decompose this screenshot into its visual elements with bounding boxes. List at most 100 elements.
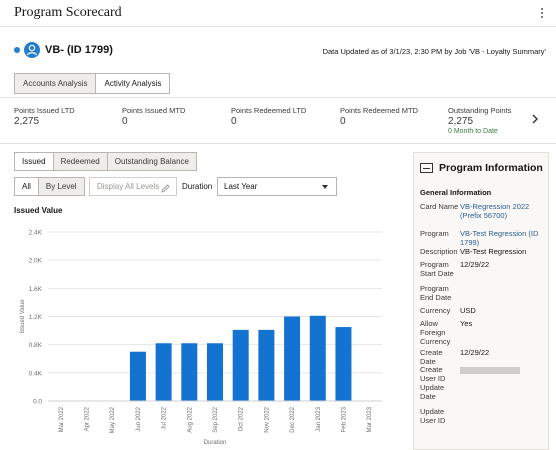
info-card-icon (420, 163, 433, 173)
metrics-strip: Points Issued LTD 2,275 Points Issued MT… (14, 106, 554, 136)
x-axis-label: Duration (204, 440, 227, 446)
metric-value: 0 (231, 116, 237, 127)
info-value: 12/29/22 (460, 260, 490, 269)
measure-segmented-control: Issued Redeemed Outstanding Balance (14, 152, 197, 171)
info-value: VB-Test Regression (460, 247, 527, 256)
segment-outstanding-balance[interactable]: Outstanding Balance (107, 152, 197, 171)
segment-all[interactable]: All (14, 177, 39, 196)
bar (232, 329, 249, 401)
metric-value: 0 (122, 116, 128, 127)
page-title: Program Scorecard (14, 5, 122, 20)
bar (207, 343, 223, 401)
title-bar: Program Scorecard (0, 0, 556, 27)
metric-label: Points Redeemed MTD (340, 106, 418, 115)
x-tick-label: Oct 2022 (239, 406, 245, 431)
y-tick-label: 0.0 (33, 399, 42, 406)
info-value[interactable]: VB-Regression 2022 (Prefix 56700) (460, 202, 530, 220)
more-options-icon[interactable] (538, 6, 546, 20)
x-tick-label: Feb 2023 (341, 406, 347, 432)
display-all-levels-field[interactable]: Display All Levels (89, 177, 177, 196)
metric-points-issued-mtd: Points Issued MTD 0 (122, 106, 222, 127)
segment-issued[interactable]: Issued (14, 152, 54, 171)
info-value: USD (460, 306, 476, 315)
metric-value: 2,275 (448, 116, 474, 127)
metric-label: Points Issued MTD (122, 106, 186, 115)
y-tick-label: 2.4K (29, 230, 43, 237)
x-tick-label: Mar 2023 (367, 406, 373, 432)
segment-redeemed[interactable]: Redeemed (53, 152, 108, 171)
metric-value: 0 (340, 116, 346, 127)
divider (0, 143, 556, 144)
chart-title: Issued Value (14, 206, 63, 215)
metric-points-redeemed-mtd: Points Redeemed MTD 0 (340, 106, 440, 127)
y-tick-label: 0.8K (29, 342, 43, 349)
bar (284, 316, 301, 401)
info-key: Update User ID (420, 407, 446, 425)
info-value[interactable]: VB-Test Regression (ID 1799) (460, 229, 539, 247)
info-key: Create User ID (420, 365, 446, 383)
section-title: General Information (420, 188, 492, 197)
tab-activity-analysis[interactable]: Activity Analysis (96, 73, 171, 94)
info-key: Program Start Date (420, 260, 454, 278)
metric-label: Outstanding Points (448, 106, 512, 115)
metric-label: Points Issued LTD (14, 106, 75, 115)
x-tick-label: Aug 2022 (187, 406, 193, 432)
x-tick-label: Sep 2022 (213, 406, 219, 432)
data-updated-text: Data Updated as of 3/1/23, 2:30 PM by Jo… (322, 47, 546, 56)
metric-points-issued-ltd: Points Issued LTD 2,275 (14, 106, 114, 127)
caret-down-icon (322, 185, 328, 189)
tab-accounts-analysis[interactable]: Accounts Analysis (14, 73, 97, 94)
duration-select[interactable]: Last Year (217, 177, 337, 196)
y-tick-label: 1.6K (29, 286, 43, 293)
chevron-right-icon[interactable] (528, 112, 542, 126)
y-axis-label: Issued Value (20, 299, 26, 334)
metric-outstanding-points: Outstanding Points 2,275 0 Month to Date (448, 106, 548, 135)
bar (129, 351, 146, 401)
info-key: Currency (420, 306, 451, 315)
info-key: Description (420, 247, 458, 256)
bar (335, 327, 352, 401)
user-avatar-icon (24, 42, 40, 58)
pencil-icon (161, 182, 170, 193)
level-segmented-control: All By Level (14, 177, 85, 196)
x-tick-label: Jun 2022 (136, 406, 142, 431)
x-tick-label: Jan 2023 (316, 406, 322, 431)
program-information-panel: Program Information General Information … (413, 152, 549, 450)
x-tick-label: Dec 2022 (290, 406, 296, 432)
y-tick-label: 2.0K (29, 258, 43, 265)
y-tick-label: 1.2K (29, 314, 43, 321)
bar (181, 343, 198, 401)
info-key: Program (420, 229, 449, 238)
bar (155, 343, 172, 401)
y-tick-label: 0.4K (29, 370, 43, 377)
info-value: 12/29/22 (460, 348, 490, 357)
bar (309, 315, 326, 401)
metric-value: 2,275 (14, 116, 40, 127)
x-tick-label: May 2022 (110, 406, 116, 433)
info-key: Program End Date (420, 284, 452, 302)
panel-header: Program Information (414, 153, 548, 183)
display-all-levels-label: Display All Levels (97, 182, 160, 191)
info-key: Card Name (420, 202, 459, 211)
info-key: Create Date (420, 348, 443, 366)
analysis-tabs: Accounts Analysis Activity Analysis (14, 73, 171, 94)
panel-title: Program Information (439, 162, 543, 174)
status-dot-icon (14, 47, 20, 53)
redacted-value (460, 367, 520, 374)
info-key: Update Date (420, 383, 445, 401)
metric-subtext: 0 Month to Date (448, 128, 498, 135)
info-value: Yes (460, 319, 473, 328)
info-key: Allow Foreign Currency (420, 319, 451, 346)
program-header: VB- (ID 1799) Data Updated as of 3/1/23,… (0, 40, 556, 62)
duration-value: Last Year (224, 182, 258, 191)
divider (0, 97, 556, 98)
x-tick-label: Mar 2022 (59, 406, 65, 432)
bar (258, 329, 275, 401)
x-tick-label: Apr 2022 (85, 406, 91, 431)
x-tick-label: Nov 2022 (264, 406, 270, 432)
metric-points-redeemed-ltd: Points Redeemed LTD 0 (231, 106, 331, 127)
segment-by-level[interactable]: By Level (38, 177, 85, 196)
metric-label: Points Redeemed LTD (231, 106, 307, 115)
duration-label: Duration (182, 182, 213, 191)
program-name: VB- (ID 1799) (45, 44, 113, 56)
